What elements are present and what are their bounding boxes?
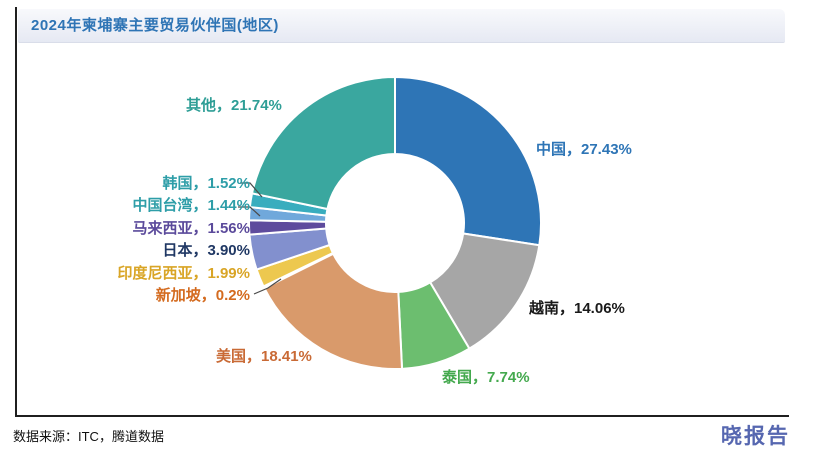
pie-slice-usa [263, 252, 404, 370]
chart-title-bar: 2024年柬埔寨主要贸易伙伴国(地区) [18, 9, 785, 43]
slice-label-thailand: 泰国，7.74% [442, 369, 530, 386]
chart-title: 2024年柬埔寨主要贸易伙伴国(地区) [31, 17, 279, 34]
slice-label-china: 中国，27.43% [536, 141, 632, 158]
slice-label-indonesia: 印度尼西亚，1.99% [117, 264, 250, 282]
left-label-stack: 韩国，1.52% 中国台湾，1.44% 马来西亚，1.56% 日本，3.90% … [100, 173, 250, 307]
slice-label-japan: 日本，3.90% [162, 242, 250, 260]
donut-slices [248, 76, 542, 370]
slice-label-others: 其他，21.74% [186, 97, 282, 114]
slice-label-usa: 美国，18.41% [216, 348, 312, 365]
data-source-note: 数据来源：ITC，腾道数据 [13, 429, 164, 444]
bottom-border-rule [15, 415, 789, 417]
brand-logo-text: 晓报告 [721, 425, 790, 448]
leader-line-taiwan [238, 206, 261, 217]
left-border-rule [15, 7, 17, 417]
pie-slice-china [394, 76, 542, 247]
slice-label-vietnam: 越南，14.06% [529, 300, 625, 317]
slice-label-malaysia: 马来西亚，1.56% [132, 219, 250, 237]
slice-label-taiwan: 中国台湾，1.44% [132, 197, 250, 215]
slice-label-korea: 韩国，1.52% [162, 175, 250, 192]
leader-line-singapore [253, 278, 282, 295]
slice-label-singapore: 新加坡，0.2% [155, 287, 250, 305]
pie-slice-others [251, 76, 396, 210]
leader-line-korea [240, 182, 263, 198]
